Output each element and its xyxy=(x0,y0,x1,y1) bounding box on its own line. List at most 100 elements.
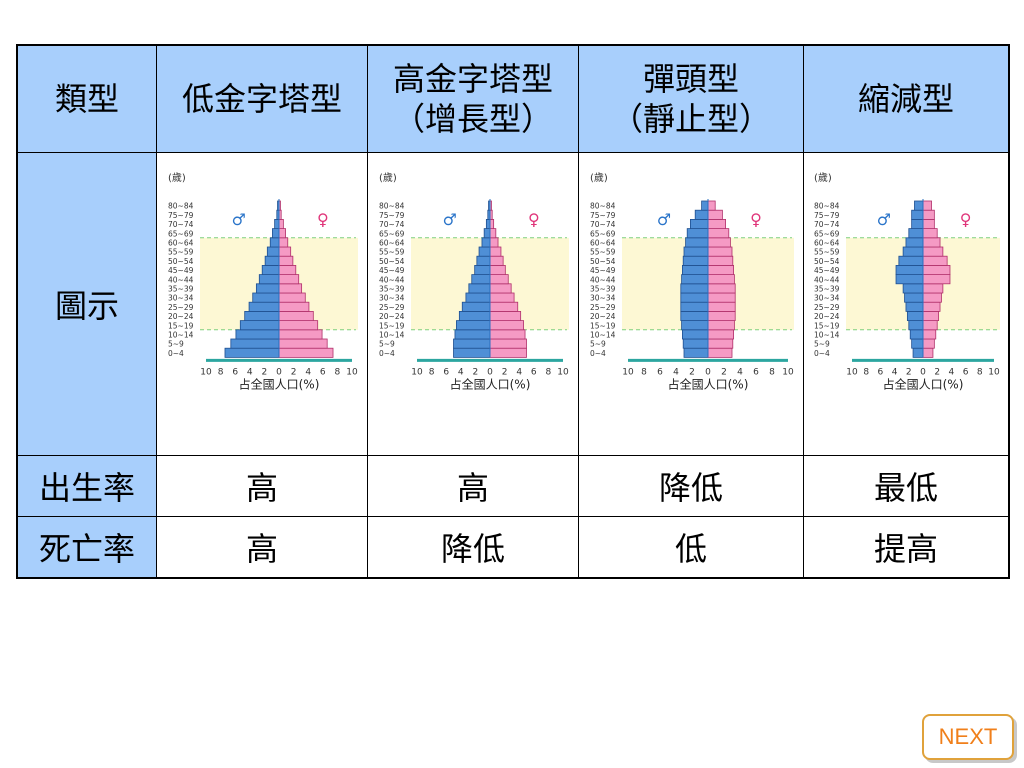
female-bar xyxy=(489,329,526,340)
male-bar xyxy=(252,292,280,303)
male-bar xyxy=(461,301,491,312)
male-bar xyxy=(224,347,280,358)
male-bar xyxy=(690,219,709,230)
age-label: 70~74 xyxy=(379,220,405,229)
age-label: 45~49 xyxy=(590,266,616,275)
female-bar xyxy=(707,292,736,303)
header-bullet-line1: 彈頭型 xyxy=(642,60,739,98)
x-tick-label: 6 xyxy=(878,367,884,377)
female-bar xyxy=(489,292,515,303)
age-label: 80~84 xyxy=(379,202,405,211)
header-type-label: 類型 xyxy=(54,80,119,118)
female-bar xyxy=(707,237,731,248)
x-tick-label: 6 xyxy=(963,367,969,377)
x-tick-label: 4 xyxy=(458,367,464,377)
age-label: 50~54 xyxy=(379,257,405,266)
female-bar xyxy=(707,265,735,276)
birth-row-label-text: 出生率 xyxy=(38,469,135,507)
x-tick-label: 10 xyxy=(411,367,423,377)
female-bar xyxy=(707,200,716,211)
x-tick-label: 2 xyxy=(721,367,727,377)
next-button[interactable]: NEXT xyxy=(922,714,1014,760)
age-label: 70~74 xyxy=(168,220,194,229)
x-tick-label: 2 xyxy=(291,367,297,377)
x-tick-label: 8 xyxy=(335,367,341,377)
male-symbol-icon: ♂ xyxy=(232,210,246,229)
female-bar xyxy=(489,301,519,312)
pyramid-chart-bullet: (歲)0~45~910~1415~1920~2425~2930~3435~394… xyxy=(590,171,794,391)
female-bar xyxy=(278,246,292,257)
chart-cell-3: (歲) 0~4 5~9 10~14 15~19 20~24 25~29 30~34 35~39 4… xyxy=(578,152,804,456)
diagram-row-label: 圖示 xyxy=(16,152,157,456)
female-bar xyxy=(489,347,527,358)
male-bar xyxy=(255,283,280,294)
death-value-2: 降低 xyxy=(367,516,579,579)
age-label: 20~24 xyxy=(590,312,616,321)
female-bar xyxy=(922,320,938,331)
age-unit-label: (歲) xyxy=(590,171,608,184)
female-bar xyxy=(278,347,334,358)
female-bar xyxy=(707,246,733,257)
age-label: 65~69 xyxy=(168,229,194,238)
x-tick-label: 0 xyxy=(487,367,493,377)
age-label: 5~9 xyxy=(814,340,830,349)
header-type: 類型 xyxy=(16,44,157,153)
x-axis-label: 占全國人口(%) xyxy=(239,376,320,391)
x-tick-label: 10 xyxy=(988,367,1000,377)
age-label: 5~9 xyxy=(590,340,606,349)
male-bar xyxy=(476,255,491,266)
age-label: 60~64 xyxy=(814,239,840,248)
female-bar xyxy=(707,338,734,349)
age-label: 40~44 xyxy=(814,275,840,284)
male-bar xyxy=(478,246,491,257)
male-bar xyxy=(906,310,924,321)
x-tick-label: 2 xyxy=(906,367,912,377)
death-row-label: 死亡率 xyxy=(16,516,157,579)
female-bar xyxy=(489,265,506,276)
age-unit-label: (歲) xyxy=(168,171,186,184)
female-bar xyxy=(922,292,942,303)
male-bar xyxy=(456,320,491,331)
x-tick-label: 4 xyxy=(892,367,898,377)
x-tick-label: 2 xyxy=(689,367,695,377)
age-label: 30~34 xyxy=(168,294,194,303)
male-bar xyxy=(453,347,491,358)
age-label: 50~54 xyxy=(814,257,840,266)
female-bar xyxy=(278,310,314,321)
male-bar xyxy=(465,292,491,303)
death-value-4: 提高 xyxy=(803,516,1010,579)
x-tick-label: 6 xyxy=(753,367,759,377)
female-symbol-icon: ♀ xyxy=(750,210,762,229)
male-symbol-icon: ♂ xyxy=(657,210,671,229)
female-bar xyxy=(278,338,328,349)
male-bar xyxy=(680,310,709,321)
x-tick-label: 4 xyxy=(305,367,311,377)
male-bar xyxy=(905,237,924,248)
male-bar xyxy=(911,209,924,220)
age-label: 60~64 xyxy=(168,239,194,248)
female-bar xyxy=(922,200,932,211)
male-bar xyxy=(681,274,709,285)
female-bar xyxy=(707,347,733,358)
female-bar xyxy=(489,237,499,248)
age-label: 65~69 xyxy=(379,229,405,238)
female-bar xyxy=(278,219,284,230)
female-bar xyxy=(922,265,951,276)
age-label: 55~59 xyxy=(168,248,194,257)
birth-value-3: 降低 xyxy=(578,455,804,517)
male-bar xyxy=(239,320,280,331)
header-low-pyramid-label: 低金字塔型 xyxy=(181,80,342,118)
age-label: 15~19 xyxy=(168,321,194,330)
age-label: 15~19 xyxy=(379,321,405,330)
female-bar xyxy=(922,283,944,294)
male-bar xyxy=(905,301,924,312)
header-high-pyramid-line2: （增長型） xyxy=(392,100,553,138)
male-bar xyxy=(266,246,280,257)
population-pyramid-table: 類型 低金字塔型 高金字塔型 （增長型） 彈頭型 （靜止型） 縮減型 圖示 (歲) 0… xyxy=(16,44,1010,579)
x-tick-label: 4 xyxy=(247,367,253,377)
male-bar xyxy=(682,329,709,340)
age-label: 10~14 xyxy=(814,331,840,340)
age-label: 75~79 xyxy=(590,211,616,220)
male-bar xyxy=(468,283,491,294)
x-tick-label: 6 xyxy=(232,367,238,377)
